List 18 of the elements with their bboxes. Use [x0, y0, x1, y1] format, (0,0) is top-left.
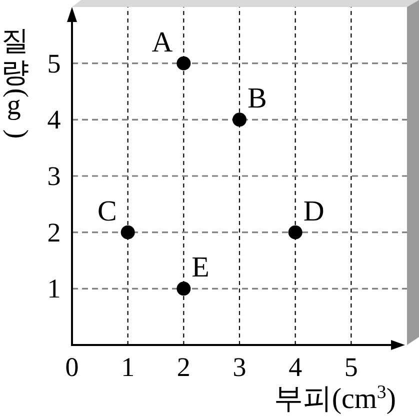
point-label: C	[98, 195, 117, 228]
x-tick: 4	[288, 352, 302, 382]
x-tick: 0	[65, 352, 79, 382]
x-tick: 3	[232, 352, 246, 382]
y-tick: 2	[47, 217, 61, 248]
point-label: A	[152, 26, 173, 58]
point-label: D	[303, 195, 324, 228]
y-label: 질량(g)	[1, 26, 33, 139]
point-label: B	[248, 82, 267, 115]
y-tick: 3	[47, 161, 61, 191]
point-label: E	[192, 252, 210, 284]
x-tick: 1	[121, 352, 135, 382]
y-tick: 1	[47, 274, 61, 304]
y-tick: 5	[47, 48, 61, 78]
x-tick: 2	[176, 352, 190, 382]
x-label: 부피(cm$^{3}$)	[274, 382, 396, 415]
y-tick: 4	[47, 104, 61, 135]
x-tick: 5	[344, 352, 358, 382]
